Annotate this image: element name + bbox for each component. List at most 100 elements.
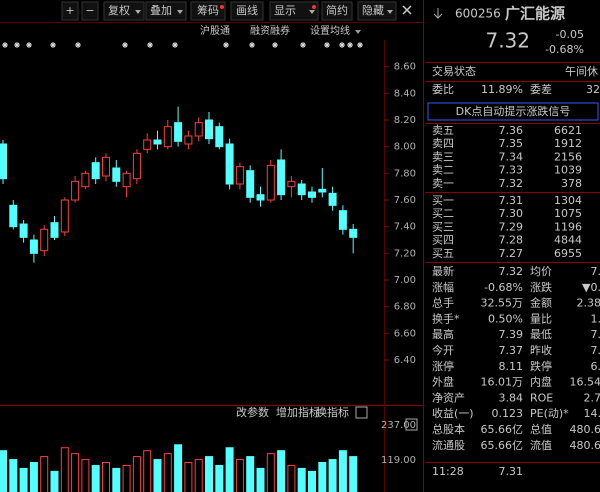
book-label: 买三	[432, 220, 454, 233]
toolbar-button[interactable]	[321, 1, 353, 21]
event-marker	[122, 42, 128, 48]
close-button[interactable]	[402, 5, 412, 15]
toolbar-button[interactable]	[81, 1, 99, 21]
stat-value: 2.38	[577, 297, 600, 310]
candle-body	[163, 126, 172, 148]
indicator-tab[interactable]: 换指标	[316, 405, 349, 419]
event-marker	[272, 42, 278, 48]
stat-label: 涨跌	[530, 280, 552, 294]
indicator-tab[interactable]: 改参数	[236, 405, 269, 419]
diff-value: 32	[586, 83, 600, 96]
stat-value: 0.50%	[488, 312, 523, 325]
trade-time: 11:28	[432, 465, 464, 478]
stat-label: 换手*	[432, 311, 460, 325]
stat-label: 最高	[432, 327, 454, 341]
event-marker	[50, 42, 56, 48]
event-marker	[172, 42, 178, 48]
candle-body	[112, 167, 121, 182]
toolbar-button[interactable]	[61, 1, 79, 21]
toolbar-label: 简约	[326, 3, 348, 17]
volume-bar	[256, 467, 265, 492]
indicator-tab[interactable]: 增加指标	[276, 405, 320, 419]
y-tick-label: 7.40	[394, 222, 416, 233]
stat-label: 最新	[432, 264, 454, 278]
candle-body	[297, 183, 306, 196]
chart-tab[interactable]: 设置均线	[310, 24, 350, 37]
signal-banner	[427, 102, 599, 121]
toolbar-button[interactable]	[145, 1, 187, 21]
candle-body	[287, 180, 296, 188]
stat-value: ▼0.	[582, 281, 600, 294]
event-marker	[26, 42, 32, 48]
down-icon	[433, 8, 443, 19]
book-volume: 1912	[554, 137, 582, 150]
book-volume: 1039	[554, 164, 582, 177]
status-value: 午间休	[565, 65, 598, 78]
stat-value: 7.37	[499, 344, 524, 357]
volume-bar	[349, 456, 358, 492]
y-tick-label: 6.40	[394, 355, 416, 366]
chart-tab[interactable]: 融资融券	[250, 24, 290, 37]
stat-value: 7.	[591, 328, 600, 341]
book-label: 买二	[432, 207, 454, 220]
volume-bar	[91, 464, 100, 492]
stat-label: 昨收	[530, 343, 552, 357]
dropdown-arrow	[355, 30, 361, 34]
stat-value: 480.6	[570, 439, 600, 452]
volume-bar	[122, 464, 131, 492]
event-marker	[223, 42, 229, 48]
stat-label: 最低	[530, 328, 552, 341]
candle-body	[71, 180, 80, 201]
stat-value: 65.66亿	[481, 439, 524, 452]
book-volume: 6955	[554, 247, 582, 260]
stat-label: 金额	[530, 296, 552, 310]
signal-text[interactable]: DK点自动提示涨跌信号	[456, 104, 571, 118]
toolbar-button[interactable]	[357, 1, 397, 21]
candle-body	[184, 135, 193, 145]
volume-bar	[184, 462, 193, 492]
y-tick-label: 119.00	[381, 455, 416, 466]
toolbar-button[interactable]	[230, 1, 264, 21]
candle-body	[256, 194, 265, 201]
status-label: 交易状态	[432, 64, 476, 78]
toolbar-button[interactable]	[103, 1, 145, 21]
candle-body	[143, 139, 152, 150]
candle-body	[246, 170, 255, 198]
stat-value: 2.7	[584, 391, 600, 404]
volume-bar	[308, 470, 316, 492]
chart-tab[interactable]: 沪股通	[200, 24, 230, 37]
event-marker	[324, 42, 330, 48]
event-marker	[147, 42, 153, 48]
book-price: 7.28	[499, 234, 524, 247]
panel-toggle	[355, 406, 368, 419]
toolbar-button[interactable]	[269, 1, 319, 21]
volume-bar	[277, 450, 286, 492]
badge-dot	[312, 5, 316, 9]
volume-bar	[29, 462, 38, 492]
candle-body	[328, 192, 337, 206]
volume-bar	[215, 464, 224, 492]
diff-label: 委差	[530, 82, 552, 96]
candle-body	[338, 210, 347, 230]
stat-label: 跌停	[530, 359, 552, 373]
y-tick-label: 7.20	[394, 248, 416, 259]
book-price: 7.29	[499, 220, 524, 233]
toolbar-label: −	[85, 4, 94, 17]
panel-toggle	[405, 418, 418, 431]
stat-label: ROE	[530, 391, 553, 404]
candle-body	[132, 152, 141, 180]
candle-body	[81, 172, 90, 188]
book-price: 7.36	[499, 124, 524, 137]
event-marker	[347, 42, 353, 48]
stat-label: 收益(一)	[432, 406, 474, 420]
stat-label: 流通股	[432, 438, 465, 452]
y-tick-label: 6.80	[394, 302, 416, 313]
candle-body	[215, 126, 224, 148]
stat-value: 7.	[591, 265, 600, 278]
toolbar-button[interactable]	[190, 1, 226, 21]
candle-body	[122, 172, 131, 188]
volume-bar	[81, 459, 90, 492]
stat-label: PE(动)*	[530, 407, 569, 420]
stat-label: 今开	[432, 343, 454, 357]
event-marker	[14, 42, 20, 48]
